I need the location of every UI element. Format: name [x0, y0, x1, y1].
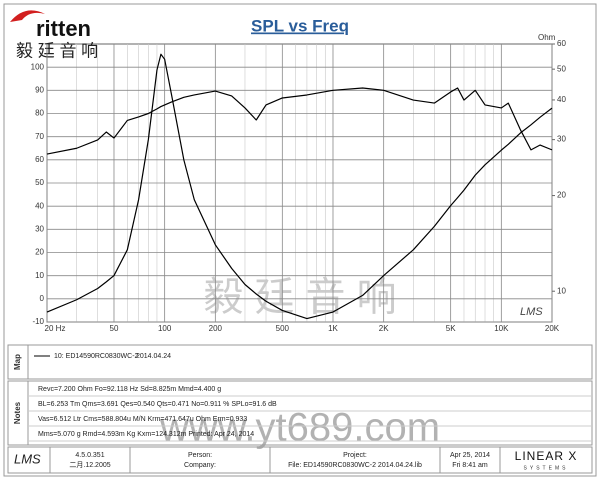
note-line: Revc=7.200 Ohm Fo=92.118 Hz Sd=8.825m Mm…	[38, 386, 221, 393]
footer	[7, 446, 593, 474]
y2-tick-label: 20	[557, 191, 566, 200]
y-tick-label: 20	[35, 248, 44, 257]
x-tick-label: 2K	[379, 324, 389, 333]
notes-panel	[7, 380, 593, 446]
project: Project:	[343, 452, 367, 459]
y2-tick-label: 60	[557, 39, 566, 48]
legend-entry: 10: ED14590RC0830WC-2	[54, 353, 139, 360]
y-tick-label: 50	[35, 178, 44, 187]
file: File: ED14590RC0830WC-2 2014.04.24.lib	[288, 462, 422, 469]
map-panel	[7, 344, 593, 380]
plot: 20 Hz 50 100 200 500 1K 2K 5K 10K 20K -10 0 10 20 30 40…	[31, 39, 567, 333]
y-tick-label: 10	[35, 271, 44, 280]
y-tick-label: 40	[35, 201, 44, 210]
y-tick-label: 30	[35, 224, 44, 233]
brand: LINEAR X	[515, 449, 578, 463]
plot-mark: LMS	[520, 306, 543, 318]
y-tick-label: 80	[35, 109, 44, 118]
brand-sub: SYSTEMS	[524, 465, 569, 471]
y-tick-label: -10	[32, 317, 44, 326]
watermark: 毅 廷 音 响	[203, 276, 396, 320]
series-line	[46, 87, 553, 155]
y-tick-label: 0	[40, 294, 45, 303]
y-tick-label: 90	[35, 85, 44, 94]
watermark: www.yt689.com	[159, 406, 440, 450]
x-tick-label: 20K	[545, 324, 560, 333]
y2-axis-label: Ohm	[538, 33, 556, 42]
y2-tick-label: 50	[557, 64, 566, 73]
person: Person:	[188, 452, 212, 459]
series-line	[46, 53, 553, 320]
x-tick-label: 5K	[446, 324, 456, 333]
logo-brand: ritten	[36, 16, 91, 41]
company: Company:	[184, 462, 216, 469]
y2-tick-label: 40	[557, 95, 566, 104]
notes: Revc=7.200 Ohm Fo=92.118 Hz Sd=8.825m Mm…	[28, 386, 592, 442]
build: 二月.12.2005	[69, 461, 110, 469]
chart-title: SPL vs Freq	[251, 16, 349, 35]
x-tick-label: 500	[276, 324, 290, 333]
legend-date: 2014.04.24	[136, 353, 171, 360]
map-label: Map	[13, 354, 22, 370]
x-tick-label: 20 Hz	[45, 324, 66, 333]
note-line: Mms=5.070 g Rmd=4.593m Kg Kxm=124.312m P…	[38, 431, 254, 438]
x-tick-label: 100	[158, 324, 172, 333]
time: Fri 8:41 am	[452, 462, 488, 469]
version: 4.5.0.351	[75, 452, 104, 459]
note-line: BL=6.253 Tm Qms=3.691 Qes=0.540 Qts=0.47…	[38, 401, 277, 408]
y-tick-label: 70	[35, 132, 44, 141]
footer-logo: LMS	[14, 451, 41, 466]
x-tick-label: 50	[110, 324, 119, 333]
y-tick-label: 60	[35, 155, 44, 164]
date: Apr 25, 2014	[450, 452, 490, 459]
y-tick-label: 100	[31, 62, 45, 71]
x-tick-label: 10K	[494, 324, 509, 333]
note-line: Vas=6.512 Ltr Cms=588.804u M/N Krm=471.6…	[38, 416, 247, 423]
logo-chinese: 毅 廷 音 响	[16, 41, 98, 60]
y2-tick-label: 30	[557, 135, 566, 144]
x-tick-label: 200	[209, 324, 223, 333]
y2-tick-label: 10	[557, 286, 566, 295]
notes-label: Notes	[13, 401, 22, 424]
logo-swoosh	[10, 10, 45, 22]
x-tick-label: 1K	[328, 324, 338, 333]
